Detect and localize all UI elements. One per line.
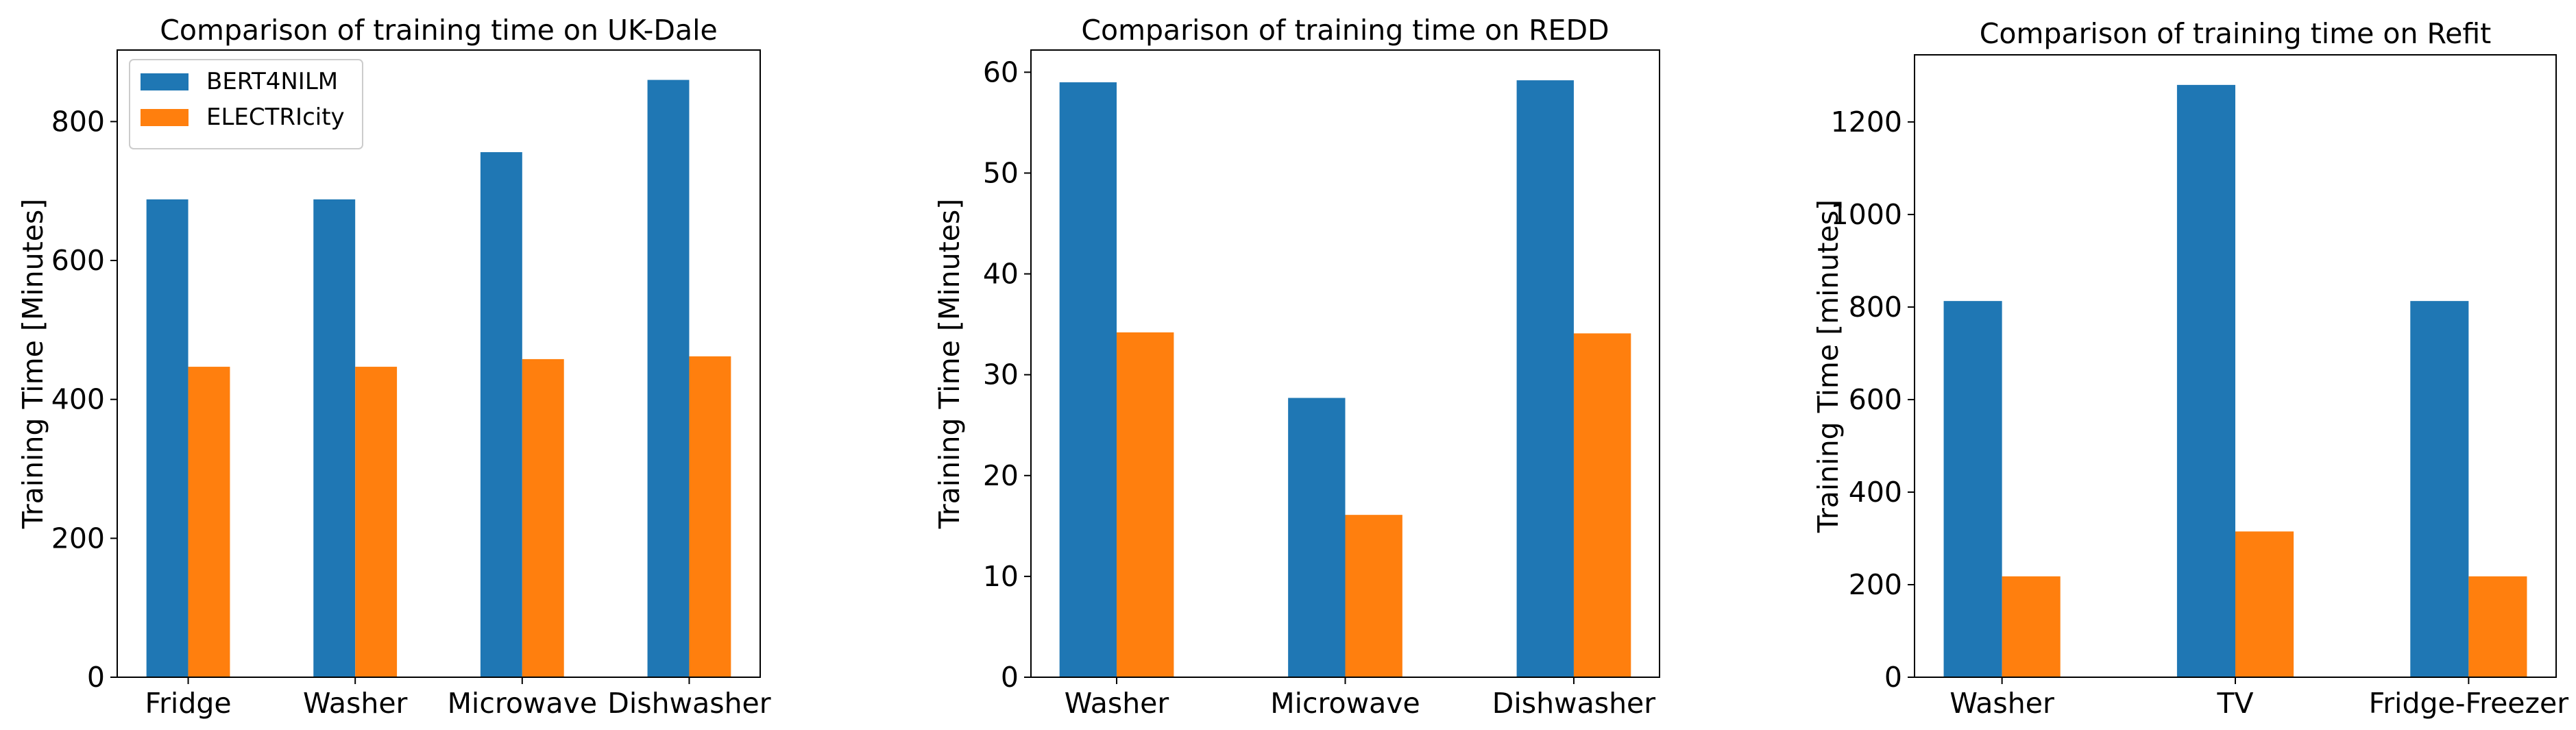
chart-title: Comparison of training time on UK-Dale bbox=[160, 14, 717, 47]
y-tick-label: 50 bbox=[983, 156, 1019, 189]
bar-bert4nilm-fridge bbox=[146, 199, 189, 677]
y-tick-label: 40 bbox=[983, 258, 1019, 291]
y-axis-label: Training Time [minutes] bbox=[1812, 199, 1845, 533]
chart-title: Comparison of training time on REDD bbox=[1081, 14, 1609, 47]
chart-title: Comparison of training time on Refit bbox=[1980, 17, 2491, 50]
x-tick-label-washer: Washer bbox=[303, 687, 408, 720]
y-tick-label: 60 bbox=[983, 56, 1019, 88]
y-tick-label: 30 bbox=[983, 358, 1019, 391]
x-tick-label-fridge-freezer: Fridge-Freezer bbox=[2369, 687, 2569, 720]
bar-bert4nilm-fridge-freezer bbox=[2410, 301, 2469, 677]
bar-bert4nilm-dishwasher bbox=[1516, 80, 1574, 677]
y-tick-label: 800 bbox=[51, 105, 105, 138]
legend: BERT4NILM ELECTRIcity bbox=[129, 59, 363, 149]
bar-bert4nilm-washer bbox=[313, 199, 356, 677]
y-tick-label: 600 bbox=[51, 244, 105, 277]
x-tick-label-tv: TV bbox=[2216, 687, 2253, 720]
bar-electricity-dishwasher bbox=[1573, 333, 1631, 677]
y-tick-label: 1200 bbox=[1831, 106, 1902, 138]
y-axis-label: Training Time [Minutes] bbox=[933, 199, 966, 530]
y-tick-label: 200 bbox=[1849, 568, 1902, 601]
legend-label-electricity: ELECTRIcity bbox=[206, 104, 345, 131]
legend-swatch-bert4nilm bbox=[141, 73, 189, 90]
y-axis-label: Training Time [Minutes] bbox=[16, 199, 49, 530]
bar-bert4nilm-washer bbox=[1943, 301, 2002, 677]
y-tick-label: 1000 bbox=[1831, 198, 1902, 231]
bar-bert4nilm-microwave bbox=[480, 151, 522, 677]
bar-electricity-microwave bbox=[1345, 515, 1402, 677]
legend-swatch-electricity bbox=[141, 109, 189, 126]
x-tick-label-dishwasher: Dishwasher bbox=[607, 687, 771, 720]
x-tick-label-microwave: Microwave bbox=[1270, 687, 1420, 720]
y-tick-label: 200 bbox=[51, 522, 105, 555]
y-tick-label: 0 bbox=[1884, 661, 1902, 694]
y-tick-label: 10 bbox=[983, 560, 1019, 593]
bar-electricity-fridge bbox=[188, 367, 230, 677]
bar-bert4nilm-tv bbox=[2176, 84, 2235, 677]
legend-label-bert4nilm: BERT4NILM bbox=[206, 68, 338, 95]
y-tick-label: 0 bbox=[87, 661, 105, 694]
bar-electricity-fridge-freezer bbox=[2468, 576, 2527, 677]
y-tick-label: 600 bbox=[1849, 383, 1902, 416]
bar-bert4nilm-washer bbox=[1059, 82, 1117, 677]
x-tick-label-microwave: Microwave bbox=[448, 687, 598, 720]
chart-panel-1: 0 200 400 600 800 Fridge Washer Microwave Dishwa… bbox=[16, 14, 771, 720]
y-tick-label: 800 bbox=[1849, 291, 1902, 324]
chart-panel-3: 0 200 400 600 800 1000 1200 Washer TV Fridge-Free… bbox=[1812, 17, 2568, 720]
bar-electricity-washer bbox=[1117, 332, 1174, 677]
x-tick-label-washer: Washer bbox=[1949, 687, 2054, 720]
y-tick-label: 400 bbox=[1849, 476, 1902, 509]
y-tick-label: 20 bbox=[983, 459, 1019, 492]
bar-electricity-dishwasher bbox=[689, 356, 731, 677]
chart-panel-2: 0 10 20 30 40 50 60 Washer Microwave Dishwasher Co… bbox=[933, 14, 1660, 720]
bar-electricity-microwave bbox=[522, 358, 564, 677]
bar-electricity-washer bbox=[2002, 576, 2061, 677]
x-tick-label-fridge: Fridge bbox=[145, 687, 231, 720]
bar-electricity-tv bbox=[2235, 531, 2294, 677]
x-tick-label-washer: Washer bbox=[1065, 687, 1169, 720]
y-tick-label: 0 bbox=[1001, 661, 1019, 694]
axes-frame bbox=[117, 49, 761, 678]
x-tick-label-dishwasher: Dishwasher bbox=[1492, 687, 1656, 720]
bar-electricity-washer bbox=[355, 367, 398, 677]
y-tick-label: 400 bbox=[51, 383, 105, 416]
bar-bert4nilm-dishwasher bbox=[647, 80, 690, 677]
bar-bert4nilm-microwave bbox=[1288, 398, 1346, 677]
